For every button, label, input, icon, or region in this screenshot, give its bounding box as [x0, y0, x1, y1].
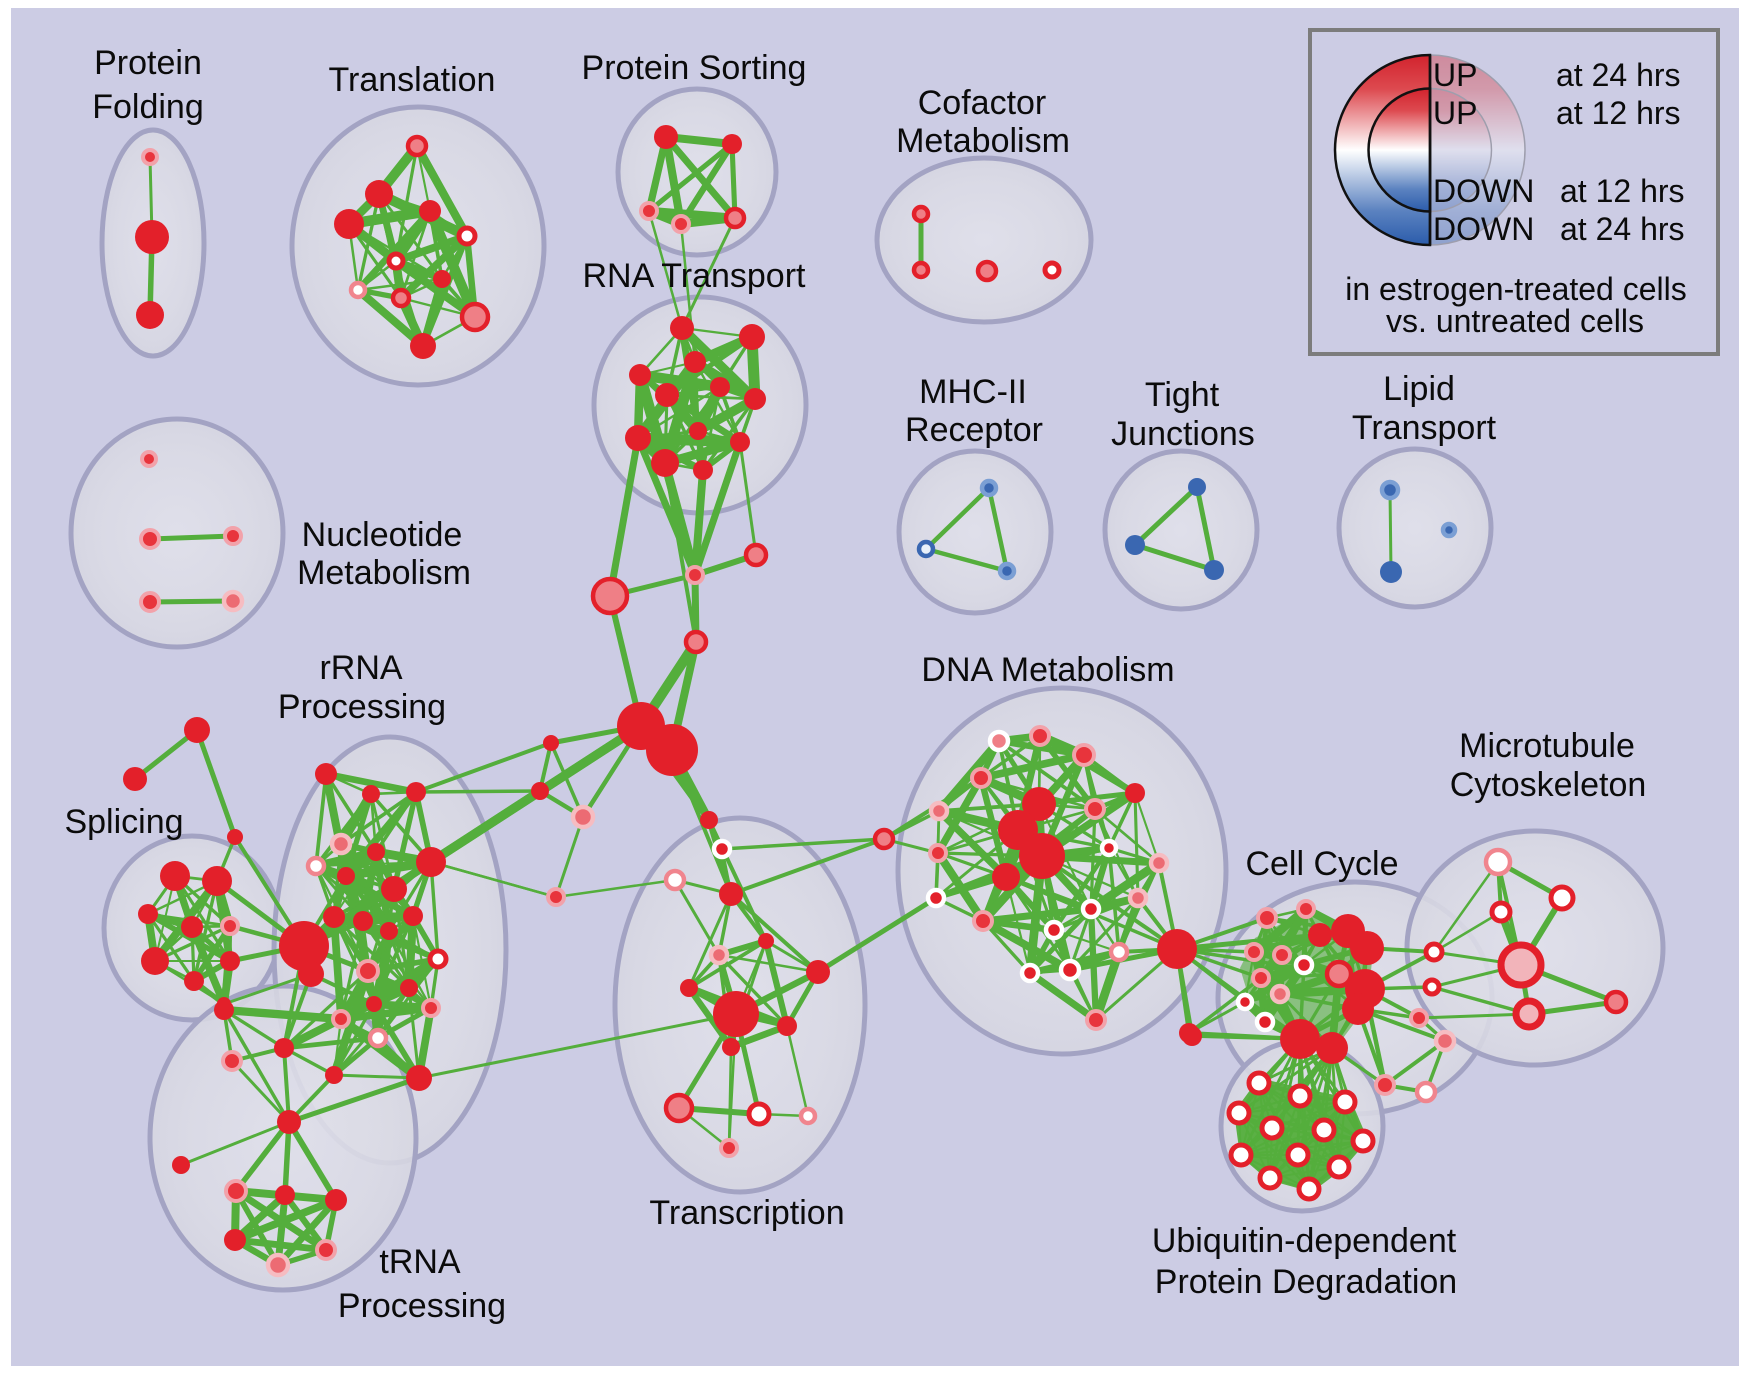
svg-text:Protein Degradation: Protein Degradation: [1155, 1263, 1457, 1301]
svg-text:Protein Sorting: Protein Sorting: [582, 49, 807, 87]
svg-text:Protein: Protein: [94, 44, 202, 82]
svg-text:Tight: Tight: [1145, 376, 1220, 414]
svg-text:Microtubule: Microtubule: [1459, 727, 1635, 765]
svg-text:Transport: Transport: [1352, 409, 1497, 447]
svg-text:Cell Cycle: Cell Cycle: [1245, 845, 1398, 883]
svg-text:DOWN: DOWN: [1433, 211, 1534, 247]
svg-text:rRNA: rRNA: [319, 649, 402, 687]
svg-text:at 24 hrs: at 24 hrs: [1560, 211, 1685, 247]
svg-text:UP: UP: [1433, 57, 1477, 93]
svg-text:Cofactor: Cofactor: [918, 84, 1047, 122]
svg-text:Ubiquitin-dependent: Ubiquitin-dependent: [1152, 1222, 1457, 1260]
svg-text:MHC-II: MHC-II: [919, 373, 1027, 411]
svg-text:in estrogen-treated cells: in estrogen-treated cells: [1345, 271, 1687, 307]
svg-text:Lipid: Lipid: [1383, 370, 1455, 408]
svg-text:Nucleotide: Nucleotide: [302, 516, 463, 554]
svg-text:vs. untreated cells: vs. untreated cells: [1386, 303, 1644, 339]
svg-text:RNA Transport: RNA Transport: [583, 257, 807, 295]
svg-text:Cytoskeleton: Cytoskeleton: [1450, 766, 1647, 804]
svg-text:Metabolism: Metabolism: [297, 554, 471, 592]
svg-text:at 12 hrs: at 12 hrs: [1556, 95, 1681, 131]
svg-text:Receptor: Receptor: [905, 411, 1043, 449]
svg-text:Translation: Translation: [329, 61, 496, 99]
svg-text:Folding: Folding: [92, 88, 204, 126]
svg-text:Processing: Processing: [338, 1287, 506, 1325]
svg-text:DOWN: DOWN: [1433, 173, 1534, 209]
svg-text:Processing: Processing: [278, 688, 446, 726]
svg-text:tRNA: tRNA: [379, 1243, 461, 1281]
svg-text:at 24 hrs: at 24 hrs: [1556, 57, 1681, 93]
svg-text:DNA Metabolism: DNA Metabolism: [921, 651, 1174, 689]
svg-text:Metabolism: Metabolism: [896, 122, 1070, 160]
svg-text:Junctions: Junctions: [1111, 415, 1255, 453]
svg-text:Splicing: Splicing: [64, 803, 183, 841]
svg-text:UP: UP: [1433, 95, 1477, 131]
svg-text:Transcription: Transcription: [649, 1194, 844, 1232]
svg-text:at 12 hrs: at 12 hrs: [1560, 173, 1685, 209]
